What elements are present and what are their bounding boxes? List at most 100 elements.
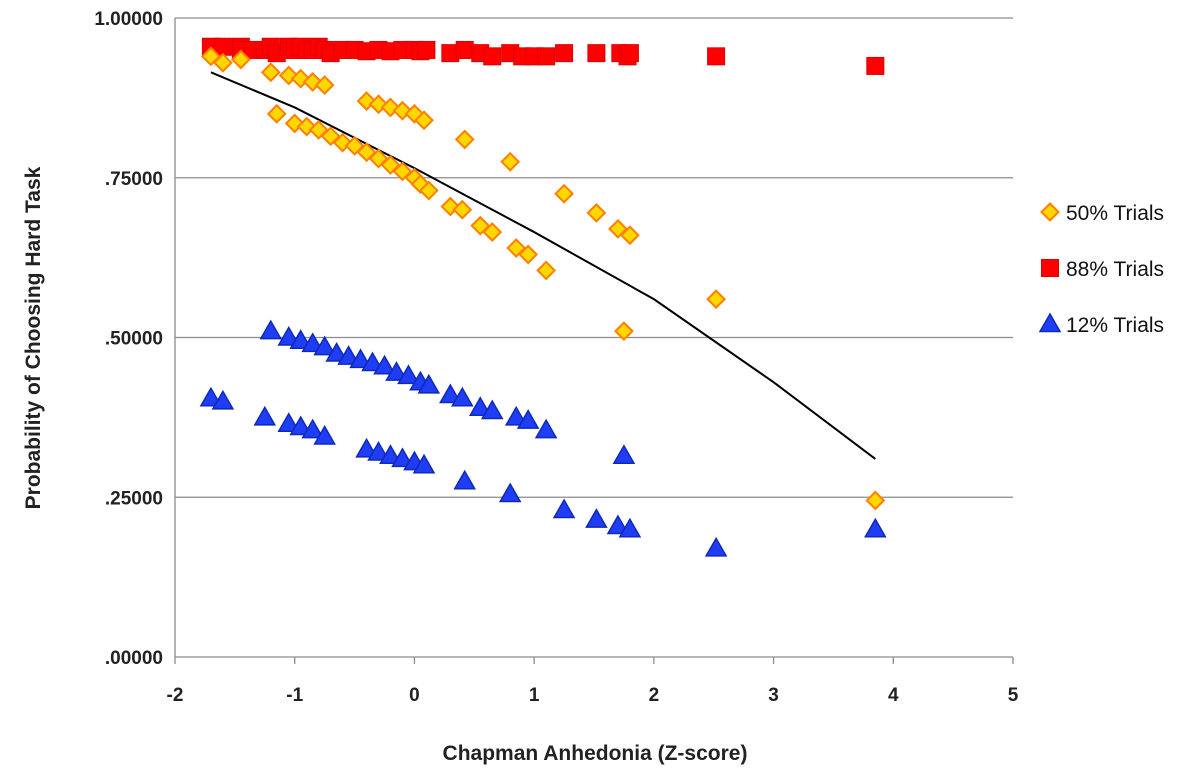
- x-tick-label-0: -2: [167, 685, 184, 706]
- triangle-point-16: [439, 383, 462, 404]
- triangle-point-10: [361, 351, 384, 372]
- triangle-point-15: [417, 373, 441, 394]
- square-point-32: [537, 47, 556, 66]
- diamond-point-13: [414, 110, 434, 131]
- triangle-point-38: [606, 514, 630, 535]
- triangle-point-27: [313, 425, 336, 445]
- triangle-point-5: [301, 332, 324, 353]
- y-tick-label-0: .00000: [105, 648, 163, 669]
- diamond-point-18: [296, 116, 317, 137]
- triangle-point-25: [289, 415, 312, 436]
- data-points: [199, 37, 887, 557]
- diamond-point-16: [266, 103, 287, 124]
- diamond-point-38: [586, 202, 607, 223]
- triangle-point-33: [412, 453, 436, 474]
- legend-marker-diamond: [1040, 202, 1060, 222]
- diamond-point-7: [314, 75, 335, 96]
- diamond-point-2: [230, 49, 251, 70]
- triangle-point-8: [337, 345, 360, 365]
- triangle-point-41: [704, 536, 728, 557]
- triangle-point-11: [373, 354, 396, 375]
- y-tick-label-2: .50000: [105, 329, 163, 350]
- triangle-point-0: [199, 386, 223, 407]
- diamond-point-33: [482, 222, 503, 242]
- square-point-28: [483, 47, 502, 66]
- square-point-34: [587, 44, 606, 63]
- legend-marker-triangle: [1038, 312, 1062, 333]
- triangle-point-2: [259, 319, 283, 340]
- triangle-point-39: [618, 517, 642, 538]
- triangle-point-31: [391, 447, 414, 468]
- square-point-38: [707, 47, 726, 66]
- legend-label-diamond: 50% Trials: [1066, 202, 1164, 225]
- axes: [174, 18, 1014, 664]
- square-point-37: [620, 44, 639, 63]
- square-point-33: [555, 44, 574, 63]
- triangle-point-22: [534, 418, 558, 439]
- triangle-point-37: [585, 508, 608, 528]
- triangle-point-26: [301, 418, 324, 439]
- triangle-point-30: [379, 444, 402, 464]
- y-tick-label-1: .25000: [105, 488, 163, 509]
- trendline: [210, 71, 876, 460]
- triangle-point-6: [313, 335, 336, 356]
- triangle-point-3: [277, 325, 301, 346]
- y-tick-label-3: .75000: [105, 169, 163, 190]
- diamond-point-14: [454, 129, 475, 150]
- triangle-point-24: [277, 412, 301, 433]
- diamond-point-40: [620, 225, 640, 246]
- diamond-point-42: [706, 289, 727, 310]
- triangle-point-18: [468, 396, 492, 417]
- triangle-point-17: [451, 386, 474, 407]
- triangle-point-20: [504, 405, 528, 426]
- triangle-point-28: [355, 437, 378, 458]
- diamond-point-29: [418, 180, 439, 201]
- triangle-point-13: [397, 364, 420, 385]
- triangle-point-35: [498, 482, 522, 503]
- triangle-point-34: [453, 469, 477, 490]
- x-tick-label-3: 1: [529, 685, 540, 706]
- x-tick-label-6: 4: [888, 685, 899, 706]
- triangle-point-19: [480, 399, 504, 420]
- x-tick-label-1: -1: [286, 685, 303, 706]
- y-axis-title: Probability of Choosing Hard Task: [22, 166, 45, 509]
- triangle-point-36: [552, 498, 576, 519]
- triangle-point-9: [349, 348, 372, 369]
- x-tick-label-2: 0: [409, 685, 420, 706]
- legend-label-square: 88% Trials: [1066, 258, 1164, 281]
- diamond-point-3: [260, 62, 281, 83]
- triangle-point-23: [253, 405, 277, 426]
- triangle-point-42: [864, 517, 887, 538]
- square-point-39: [866, 56, 885, 75]
- x-tick-label-4: 2: [649, 685, 660, 706]
- triangle-point-21: [516, 409, 540, 429]
- legend-marker-square: [1041, 259, 1059, 277]
- x-tick-label-5: 3: [768, 685, 779, 706]
- square-point-24: [417, 40, 436, 59]
- triangle-point-40: [612, 444, 636, 464]
- trendline-path: [210, 71, 876, 460]
- triangle-point-29: [367, 441, 390, 461]
- x-tick-label-7: 5: [1008, 685, 1019, 706]
- legend: 50% Trials 88% Trials 12% Trials: [1038, 202, 1164, 337]
- triangle-point-7: [325, 341, 348, 362]
- diamond-point-36: [536, 260, 557, 281]
- diamond-point-37: [554, 183, 574, 204]
- series-square: [201, 37, 885, 75]
- legend-label-triangle: 12% Trials: [1066, 314, 1164, 337]
- y-tick-label-4: 1.00000: [94, 9, 163, 30]
- diamond-point-43: [865, 490, 886, 511]
- diamond-point-41: [614, 321, 634, 342]
- diamond-point-34: [506, 238, 527, 258]
- triangle-point-12: [385, 361, 408, 381]
- diamond-point-35: [518, 244, 539, 265]
- diamond-point-31: [452, 199, 473, 220]
- diamond-point-1: [212, 52, 233, 73]
- diamond-point-15: [500, 151, 521, 172]
- series-triangle: [199, 319, 887, 557]
- series-diamond: [201, 46, 886, 511]
- triangle-point-4: [289, 329, 312, 349]
- x-axis-title: Chapman Anhedonia (Z-score): [443, 742, 748, 765]
- x-axis-tick-labels: -2 -1 0 1 2 3 4 5: [167, 685, 1019, 706]
